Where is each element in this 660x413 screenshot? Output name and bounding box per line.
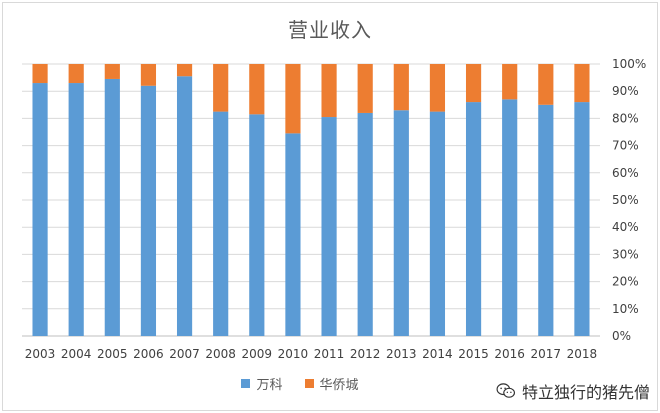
x-tick-label: 2010: [278, 347, 309, 361]
legend: 万科 华侨城: [0, 374, 600, 393]
bar-oct-2018: [574, 64, 590, 103]
legend-label-oct: 华侨城: [319, 378, 359, 393]
x-tick-label: 2015: [458, 347, 489, 361]
bar-vanke-2013: [393, 110, 409, 337]
bar-oct-2009: [249, 64, 265, 115]
legend-label-vanke: 万科: [256, 378, 283, 393]
watermark: 特立独行的猪先僧: [496, 379, 650, 403]
bar-vanke-2015: [465, 102, 482, 336]
x-tick-label: 2005: [97, 347, 128, 361]
y-tick-label: 10%: [612, 302, 639, 316]
y-tick-label: 60%: [612, 166, 639, 180]
chart-title: 营业收入: [288, 18, 372, 42]
y-tick-label: 90%: [612, 84, 639, 98]
y-tick-label: 20%: [612, 275, 639, 289]
bar-oct-2003: [32, 64, 48, 84]
bar-oct-2013: [393, 64, 409, 111]
y-tick-label: 40%: [612, 220, 639, 234]
bar-oct-2015: [465, 64, 482, 103]
y-tick-label: 50%: [612, 193, 639, 207]
bar-vanke-2005: [104, 78, 120, 337]
legend-swatch-oct: [304, 379, 314, 388]
bar-oct-2005: [104, 64, 120, 79]
x-tick-label: 2012: [350, 347, 381, 361]
bar-oct-2010: [285, 64, 301, 134]
bar-oct-2006: [140, 64, 157, 86]
x-tick-label: 2018: [567, 347, 598, 361]
watermark-text: 特立独行的猪先僧: [521, 383, 650, 402]
bar-vanke-2003: [32, 83, 48, 336]
y-tick-labels: 0% 10% 20% 30% 40% 50% 60% 70% 80% 90% 100%: [612, 57, 646, 343]
bar-vanke-2014: [429, 111, 446, 336]
y-tick-label: 30%: [612, 247, 639, 261]
bar-oct-2008: [213, 64, 229, 112]
x-tick-label: 2017: [531, 347, 562, 361]
bar-vanke-2010: [285, 133, 301, 336]
bar-vanke-2016: [502, 99, 518, 336]
bar-oct-2014: [429, 64, 446, 112]
bars: [32, 64, 590, 337]
x-tick-label: 2007: [169, 347, 200, 361]
x-tick-label: 2006: [133, 347, 164, 361]
bar-vanke-2012: [357, 112, 373, 337]
bar-oct-2017: [538, 64, 554, 105]
x-tick-label: 2004: [61, 347, 92, 361]
bar-oct-2012: [357, 64, 373, 113]
y-tick-label: 70%: [612, 139, 639, 153]
x-tick-label: 2009: [242, 347, 273, 361]
y-tick-label: 100%: [612, 57, 646, 71]
bar-oct-2004: [68, 64, 84, 84]
bar-vanke-2007: [176, 76, 193, 337]
bar-vanke-2008: [213, 111, 229, 336]
bar-vanke-2011: [321, 117, 337, 336]
x-tick-label: 2016: [494, 347, 525, 361]
x-tick-label: 2003: [25, 347, 56, 361]
x-tick-label: 2014: [422, 347, 453, 361]
bar-vanke-2018: [574, 102, 590, 336]
x-tick-label: 2013: [386, 347, 417, 361]
bar-vanke-2017: [538, 104, 554, 336]
bar-oct-2016: [502, 64, 518, 100]
y-tick-label: 0%: [612, 329, 631, 343]
x-tick-label: 2008: [205, 347, 236, 361]
legend-swatch-vanke: [241, 379, 251, 388]
x-tick-label: 2011: [314, 347, 345, 361]
bar-oct-2007: [176, 64, 193, 77]
bar-vanke-2004: [68, 83, 84, 336]
bar-vanke-2009: [249, 114, 265, 336]
legend-item-vanke: 万科: [241, 374, 283, 393]
y-tick-label: 80%: [612, 111, 639, 125]
legend-item-oct: 华侨城: [304, 374, 359, 393]
bar-oct-2011: [321, 64, 337, 118]
bar-vanke-2006: [140, 85, 157, 336]
x-tick-labels: 2003 2004 2005 2006 2007 2008 2009 2010 2011 2012…: [25, 347, 597, 361]
wechat-icon: [496, 383, 516, 398]
